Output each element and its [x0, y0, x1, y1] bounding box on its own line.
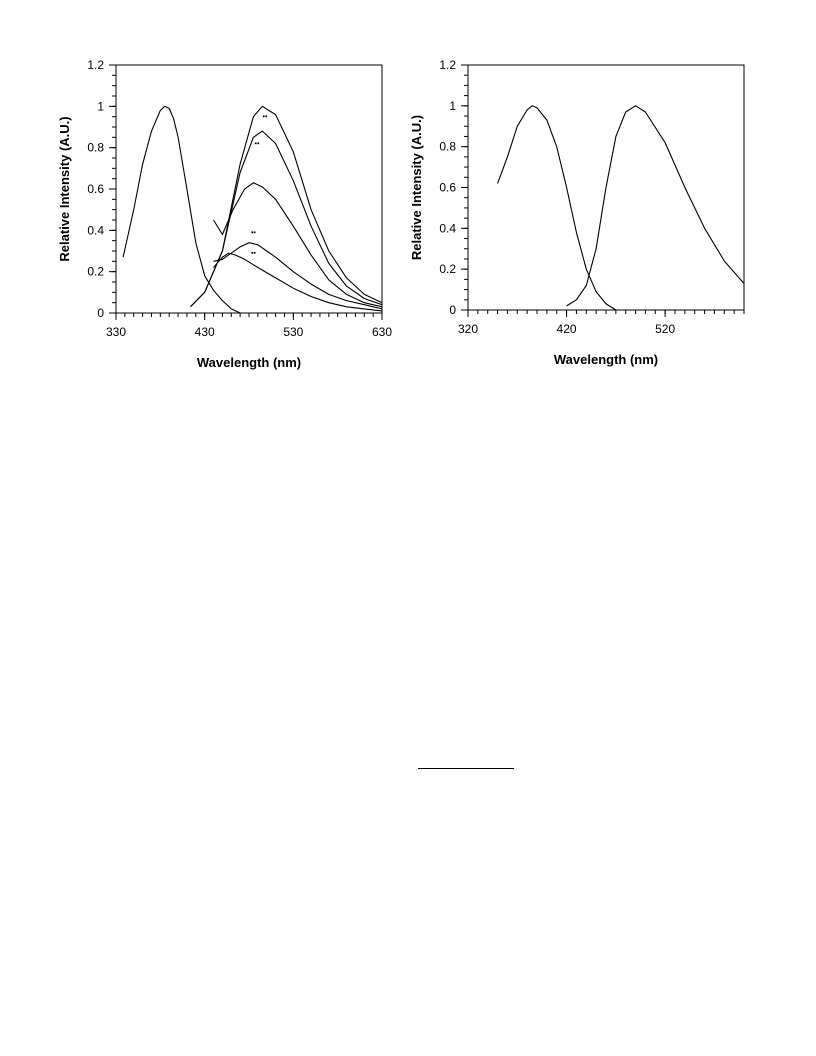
- y-tick-label: 0.2: [439, 262, 456, 276]
- x-tick-label: 520: [655, 322, 675, 336]
- y-tick-label: 0.4: [439, 221, 456, 235]
- x-tick-label: 530: [283, 325, 303, 339]
- series-line-2: [566, 105, 745, 307]
- x-tick-label: 430: [195, 325, 215, 339]
- series-line-4: [213, 182, 383, 308]
- series-line-1: [122, 105, 241, 314]
- series-line-2: [190, 105, 383, 308]
- y-tick-label: 0.6: [439, 181, 456, 195]
- y-axis-title: Relative Intensity (A.U.): [57, 116, 72, 261]
- x-tick-label: 320: [458, 322, 478, 336]
- horizontal-rule: [418, 768, 514, 769]
- y-tick-label: 1: [97, 99, 104, 113]
- series-line-5: [213, 242, 383, 310]
- curve-label-3: ▪▪: [251, 229, 256, 236]
- series-line-6: [213, 252, 383, 312]
- x-tick-label: 420: [557, 322, 577, 336]
- y-tick-label: 0.2: [87, 265, 104, 279]
- y-tick-label: 0.8: [87, 141, 104, 155]
- curve-label-2: ▪▪: [254, 141, 259, 148]
- y-axis-title: Relative Intensity (A.U.): [409, 115, 424, 260]
- series-line-3: [190, 130, 383, 308]
- x-axis-title: Wavelength (nm): [197, 355, 301, 370]
- y-tick-label: 0: [97, 306, 104, 320]
- plot-frame: [115, 64, 383, 314]
- x-tick-label: 630: [372, 325, 392, 339]
- y-tick-label: 1: [449, 99, 456, 113]
- y-tick-label: 0.6: [87, 182, 104, 196]
- y-tick-label: 1.2: [87, 58, 104, 72]
- right-chart: 320 420 520 0 0.2 0.4 0.6 0.8 1 1.2 Wavelength (nm…: [409, 58, 745, 367]
- y-tick-label: 0: [449, 303, 456, 317]
- y-tick-label: 0.8: [439, 140, 456, 154]
- curve-label-4: ▪▪: [251, 250, 256, 257]
- y-tick-label: 0.4: [87, 223, 104, 237]
- series-line-1: [497, 105, 617, 311]
- left-chart: 330 430 530 630 0 0.2 0.4 0.6 0.8 1 1.2 Wavelength …: [57, 58, 392, 370]
- x-tick-label: 330: [106, 325, 126, 339]
- x-axis-title: Wavelength (nm): [554, 352, 658, 367]
- curve-label-1: ▪▪: [262, 114, 267, 121]
- y-tick-label: 1.2: [439, 58, 456, 72]
